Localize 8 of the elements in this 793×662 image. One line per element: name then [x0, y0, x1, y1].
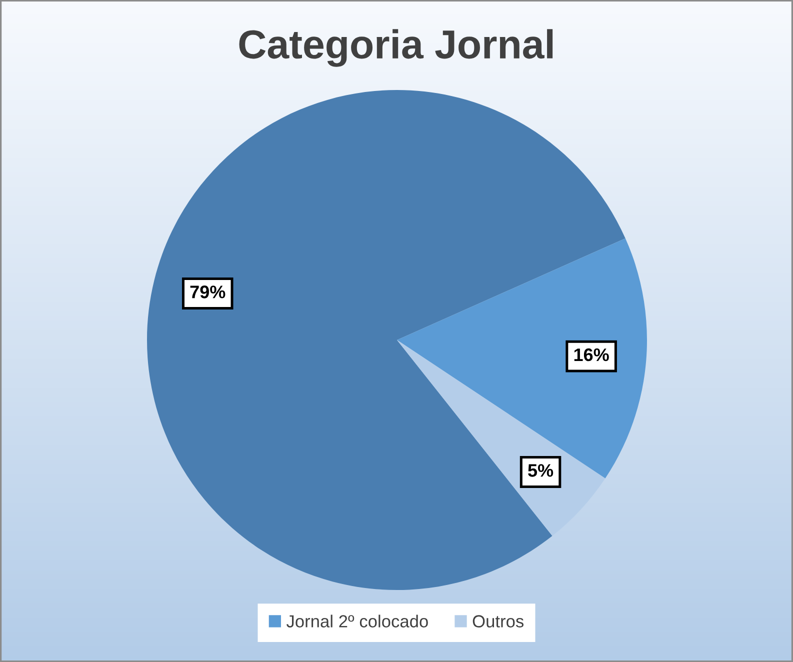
- legend-label: Outros: [472, 615, 524, 628]
- data-label: 5%: [528, 464, 554, 477]
- pie-slice: [147, 90, 626, 590]
- pie-slice: [397, 238, 647, 478]
- legend-label: Jornal 2º colocado: [286, 614, 428, 628]
- chart-title: Categoria Jornal: [239, 29, 553, 67]
- data-label: 16%: [574, 348, 609, 362]
- data-label: 79%: [190, 286, 226, 298]
